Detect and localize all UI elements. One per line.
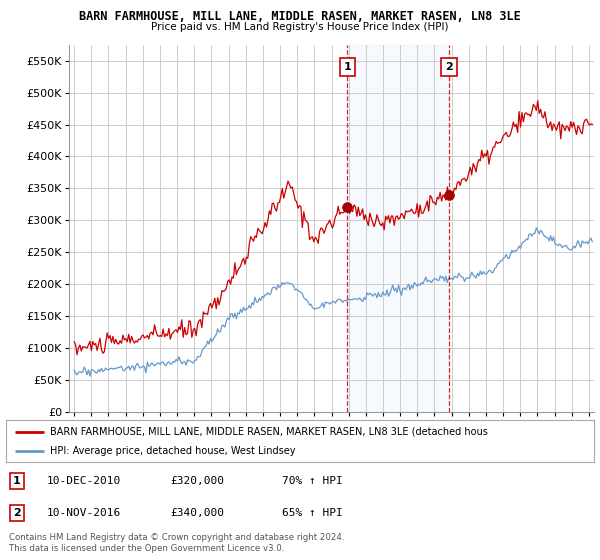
Text: 65% ↑ HPI: 65% ↑ HPI (283, 508, 343, 518)
Text: BARN FARMHOUSE, MILL LANE, MIDDLE RASEN, MARKET RASEN, LN8 3LE (detached hous: BARN FARMHOUSE, MILL LANE, MIDDLE RASEN,… (50, 427, 488, 437)
Text: 2: 2 (445, 62, 453, 72)
Text: £320,000: £320,000 (170, 476, 224, 486)
Text: 2: 2 (13, 508, 20, 518)
Text: 1: 1 (13, 476, 20, 486)
Text: £340,000: £340,000 (170, 508, 224, 518)
Text: Contains HM Land Registry data © Crown copyright and database right 2024.
This d: Contains HM Land Registry data © Crown c… (9, 533, 344, 553)
Text: Price paid vs. HM Land Registry's House Price Index (HPI): Price paid vs. HM Land Registry's House … (151, 22, 449, 32)
Text: 10-DEC-2010: 10-DEC-2010 (47, 476, 121, 486)
Text: 1: 1 (343, 62, 351, 72)
Text: 10-NOV-2016: 10-NOV-2016 (47, 508, 121, 518)
Text: HPI: Average price, detached house, West Lindsey: HPI: Average price, detached house, West… (50, 446, 296, 456)
Bar (347, 45, 449, 412)
Text: 70% ↑ HPI: 70% ↑ HPI (283, 476, 343, 486)
Text: BARN FARMHOUSE, MILL LANE, MIDDLE RASEN, MARKET RASEN, LN8 3LE: BARN FARMHOUSE, MILL LANE, MIDDLE RASEN,… (79, 10, 521, 23)
